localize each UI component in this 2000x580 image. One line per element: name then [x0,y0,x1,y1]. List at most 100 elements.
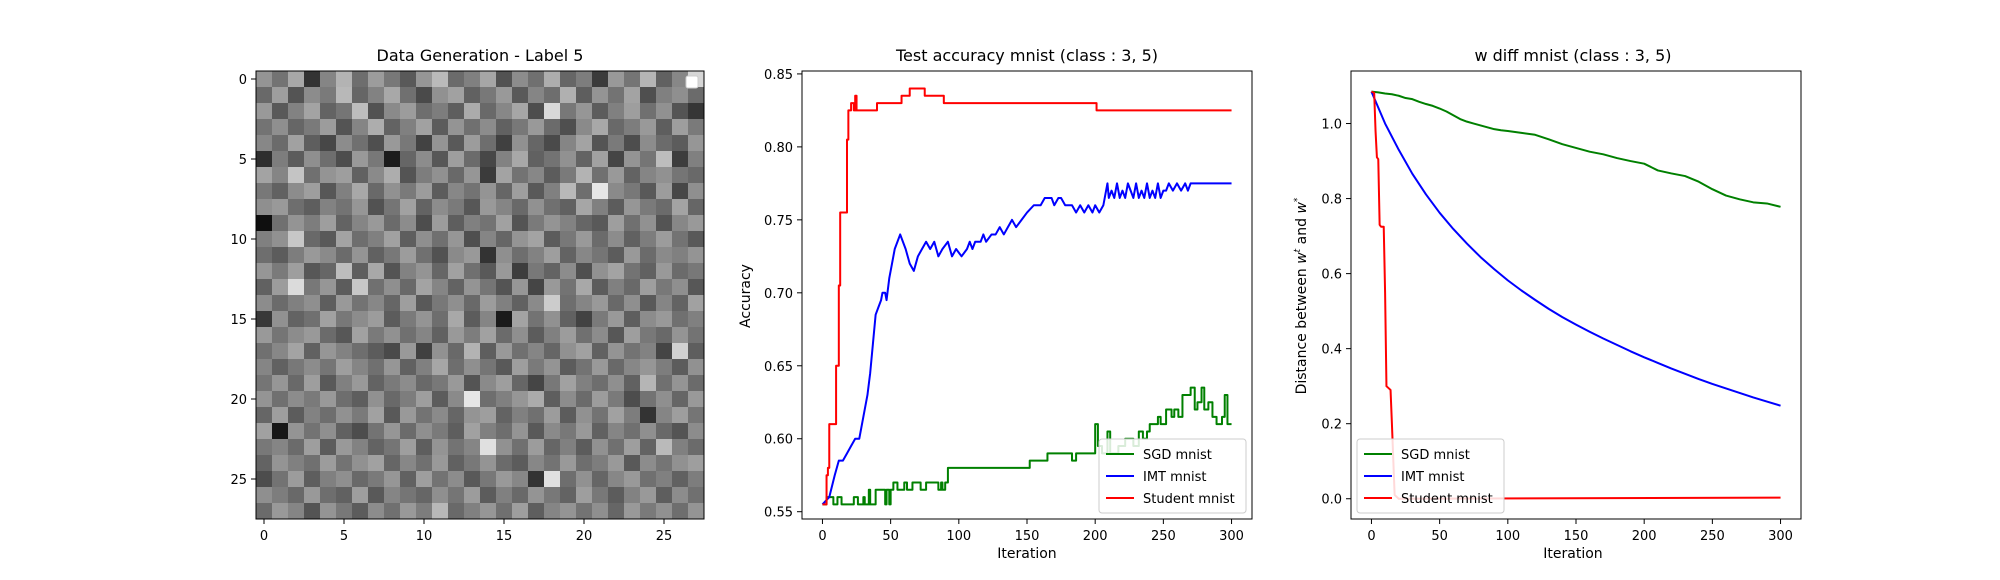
heatmap-cell [464,327,481,344]
heatmap-cell [304,167,321,184]
heatmap-cell [608,199,625,216]
heatmap-cell [416,423,433,440]
heatmap-cell [480,311,497,328]
heatmap-cell [640,407,657,424]
heatmap-cell [672,407,689,424]
heatmap-cell [656,231,673,248]
heatmap-cell [544,215,561,232]
heatmap-cell [608,423,625,440]
heatmap-cell [656,375,673,392]
heatmap-cell [320,199,337,216]
heatmap-cell [384,487,401,504]
heatmap-cell [656,167,673,184]
heatmap-cell [448,103,465,120]
heatmap-cell [320,503,337,520]
heatmap-cell [320,375,337,392]
heatmap-cell [688,247,705,264]
heatmap-cell [256,279,273,296]
heatmap-cell [352,119,369,136]
heatmap-cell [288,471,305,488]
heatmap-cell [688,199,705,216]
heatmap-cell [640,279,657,296]
heatmap-cell [352,327,369,344]
heatmap-cell [496,183,513,200]
ytick-label: 0.55 [764,506,793,521]
heatmap-cell [640,295,657,312]
heatmap-cell [592,359,609,376]
heatmap-cell [480,423,497,440]
heatmap-cell [656,71,673,88]
heatmap-cell [352,487,369,504]
heatmap-cell [256,343,273,360]
heatmap-cell [672,119,689,136]
heatmap-cell [304,87,321,104]
heatmap-cell [416,183,433,200]
heatmap-cell [544,103,561,120]
heatmap-cell [256,231,273,248]
heatmap-cell [560,199,577,216]
heatmap-cell [416,471,433,488]
heatmap-cell [272,151,289,168]
heatmap-cell [560,231,577,248]
heatmap-cell [592,231,609,248]
heatmap-cell [624,87,641,104]
heatmap-cell [592,263,609,280]
heatmap-cell [304,487,321,504]
heatmap-cell [448,471,465,488]
heatmap-cell [656,199,673,216]
heatmap-cell [608,359,625,376]
heatmap-cell [336,487,353,504]
heatmap-cell [400,359,417,376]
heatmap-cell [320,327,337,344]
heatmap-cell [544,135,561,152]
heatmap-cell [560,391,577,408]
heatmap-cell [288,247,305,264]
heatmap-cell [432,247,449,264]
ytick-label: 0.80 [764,141,793,156]
heatmap-cell [512,375,529,392]
heatmap-cell [688,311,705,328]
heatmap-cell [432,103,449,120]
heatmap-cell [256,135,273,152]
heatmap-cell [352,135,369,152]
heatmap-cell [576,199,593,216]
heatmap-cell [432,503,449,520]
heatmap-cell [320,359,337,376]
heatmap-cell [352,471,369,488]
xtick-label: 200 [1632,529,1657,544]
heatmap-cell [576,103,593,120]
xtick-label: 50 [882,529,899,544]
heatmap-cell [384,359,401,376]
heatmap-cell [304,327,321,344]
heatmap-ytick-label: 20 [230,393,247,408]
heatmap-cell [480,167,497,184]
heatmap-cell [352,455,369,472]
heatmap-cell [368,391,385,408]
heatmap-cell [432,135,449,152]
heatmap-cell [432,423,449,440]
heatmap-cell [608,295,625,312]
heatmap-cell [640,231,657,248]
wdiff-title: w diff mnist (class : 3, 5) [1474,46,1671,65]
heatmap-cell [416,359,433,376]
xtick-label: 0 [818,529,826,544]
heatmap-cell [496,311,513,328]
heatmap-cell [656,343,673,360]
heatmap-cell [448,87,465,104]
heatmap-cell [688,231,705,248]
heatmap-cell [576,311,593,328]
heatmap-cell [512,455,529,472]
heatmap-cell [512,487,529,504]
heatmap-cell [384,71,401,88]
heatmap-cell [256,455,273,472]
heatmap-cell [528,327,545,344]
heatmap-cell [512,311,529,328]
heatmap-cell [496,87,513,104]
heatmap-cell [352,87,369,104]
heatmap-cell [368,439,385,456]
heatmap-cell [544,279,561,296]
heatmap-cell [672,455,689,472]
heatmap-cell [496,359,513,376]
heatmap-cell [448,423,465,440]
heatmap-cell [432,279,449,296]
